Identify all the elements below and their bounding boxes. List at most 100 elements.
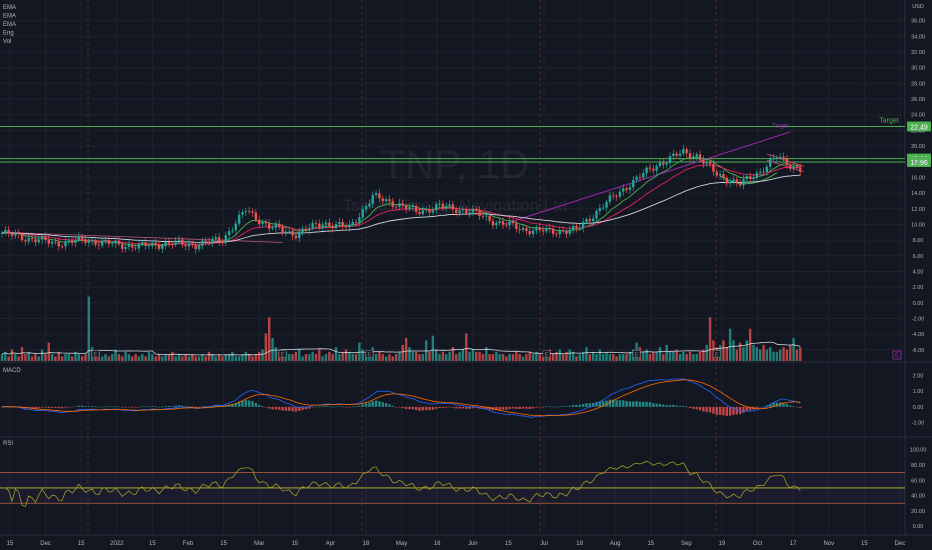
macd-histogram-bar — [80, 405, 84, 407]
candle-body — [732, 179, 735, 182]
volume-bar — [541, 356, 545, 361]
rsi-label: RSI — [3, 441, 13, 447]
volume-bar — [247, 354, 251, 361]
macd-histogram-bar — [394, 406, 398, 408]
candle-body — [234, 223, 237, 231]
macd-histogram-bar — [37, 406, 40, 409]
volume-bar — [40, 349, 44, 361]
macd-histogram-bar — [308, 406, 311, 409]
macd-histogram-bar — [0, 406, 4, 408]
indicator-legend: EMA EMA EMA Eng Vol — [3, 5, 16, 45]
time-tick-label: 2022 — [110, 541, 124, 547]
macd-histogram-bar — [758, 406, 762, 408]
candle-body — [414, 206, 418, 212]
macd-histogram-bar — [548, 406, 551, 407]
macd-histogram-bar — [765, 405, 769, 407]
volume-bar — [428, 351, 431, 361]
candle-body — [725, 177, 728, 184]
volume-bar — [24, 354, 27, 361]
candle-body — [775, 157, 779, 159]
volume-bar — [571, 351, 575, 361]
volume-bar — [451, 347, 455, 361]
macd-histogram-bar — [648, 402, 652, 407]
volume-bar — [361, 349, 364, 361]
time-tick-label: 17 — [790, 541, 797, 547]
candle-body — [521, 228, 525, 230]
volume-bar — [769, 347, 772, 361]
macd-histogram-bar — [685, 406, 688, 408]
volume-bar — [54, 356, 57, 361]
price-axis[interactable]: USD 36.00 34.00 32.00 30.00 28.00 26.00 24.00 22… — [910, 4, 927, 530]
macd-histogram-bar — [234, 403, 237, 407]
macd-histogram-bar — [331, 406, 334, 408]
volume-bar — [338, 354, 341, 361]
macd-histogram-bar — [154, 406, 157, 407]
candle-body — [361, 209, 364, 218]
macd-histogram-bar — [194, 406, 197, 408]
volume-bar — [575, 356, 578, 361]
macd-histogram-bar — [668, 405, 672, 407]
volume-ma-line — [1, 341, 801, 356]
volume-bar — [217, 354, 221, 361]
volume-bar — [157, 354, 161, 361]
volume-bars — [0, 296, 802, 361]
candle-body — [338, 221, 341, 224]
macd-histogram-bar — [281, 406, 284, 411]
candle-body — [401, 203, 404, 206]
volume-bar — [124, 351, 127, 361]
candle-body — [428, 209, 431, 213]
candle-body — [588, 219, 592, 222]
macd-histogram-bar — [675, 405, 678, 407]
candle-body — [451, 204, 455, 210]
macd-histogram-bar — [722, 406, 725, 416]
macd-histogram-bar — [581, 403, 585, 407]
candle-body — [618, 191, 622, 197]
volume-bar — [47, 342, 50, 361]
macd-histogram-bar — [161, 406, 164, 408]
candle-body — [121, 244, 124, 249]
volume-bar — [498, 354, 501, 361]
candle-body — [388, 199, 391, 202]
macd-histogram-bar — [324, 406, 328, 407]
volume-bar — [531, 354, 535, 361]
volume-bar — [765, 349, 769, 361]
candle-body — [501, 221, 505, 225]
price-tick-label: 18.00 — [911, 160, 925, 166]
macd-histogram-bar — [134, 406, 137, 408]
candle-body — [799, 167, 802, 172]
volume-bar — [77, 354, 81, 361]
candle-body — [271, 227, 274, 229]
volume-bar — [495, 351, 498, 361]
macd-tick-label: 0.00 — [913, 405, 924, 411]
macd-histogram-bar — [164, 406, 167, 407]
macd-histogram-bar — [518, 406, 521, 410]
candle-body — [221, 241, 224, 243]
time-axis[interactable]: 15 Dec 15 2022 15 Feb 15 Mar 15 Apr 18 May 16 Jun 15 Ju… — [7, 541, 906, 547]
macd-histogram-bar — [384, 403, 388, 407]
volume-bar — [775, 351, 779, 361]
price-tick-label: 14.00 — [911, 191, 925, 197]
macd-histogram-bar — [678, 405, 682, 407]
candle-body — [47, 239, 50, 244]
rsi-tick-label: 80.00 — [911, 463, 925, 469]
macd-histogram-bar — [708, 406, 712, 413]
panel-separators — [0, 0, 932, 536]
candle-body — [328, 222, 331, 227]
price-tick-label: 2.00 — [913, 285, 924, 291]
macd-histogram-bar — [445, 406, 448, 408]
volume-bar — [515, 351, 518, 361]
candle-body — [718, 174, 722, 176]
macd-histogram-bar — [157, 406, 161, 408]
macd-histogram-bar — [578, 404, 582, 407]
macd-histogram-bar — [728, 406, 732, 416]
candle-body — [14, 233, 17, 236]
candle-body — [211, 238, 214, 243]
candle-body — [214, 237, 217, 239]
candle-body — [752, 178, 755, 180]
volume-bar — [458, 351, 461, 361]
candle-body — [652, 168, 655, 171]
candle-body — [421, 210, 425, 214]
volume-bar — [795, 349, 799, 361]
volume-bar — [167, 354, 171, 361]
